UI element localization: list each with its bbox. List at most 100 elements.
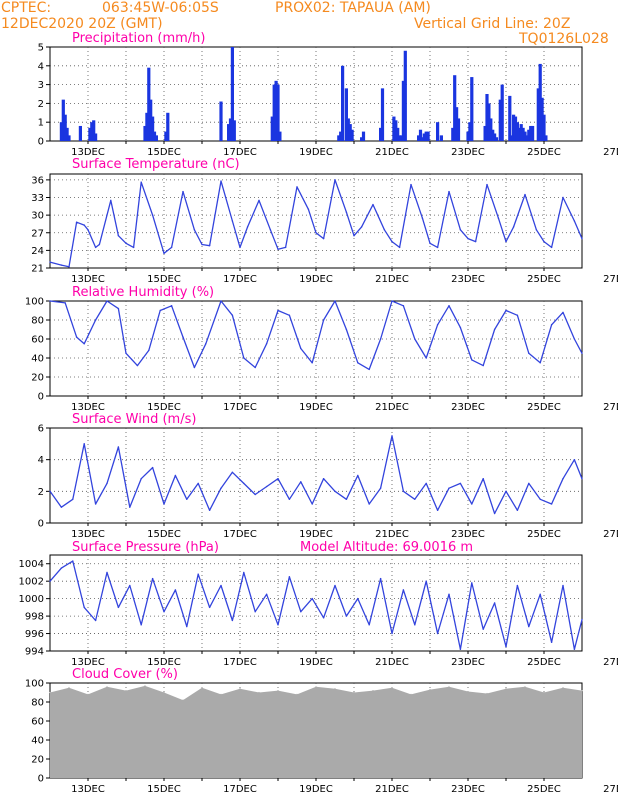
panel-0-ytick-label: 0 bbox=[38, 137, 44, 148]
panel-1-point bbox=[49, 261, 51, 263]
panel-3-point bbox=[83, 443, 85, 445]
panel-2-ytick-label: 60 bbox=[31, 335, 44, 346]
panel-0-bar bbox=[361, 131, 366, 141]
panel-3-point bbox=[174, 474, 177, 477]
panel-1-point bbox=[246, 226, 249, 228]
panel-4-xtick-label: 25DEC bbox=[527, 657, 561, 668]
panel-5-point bbox=[467, 690, 469, 693]
panel-0-bar bbox=[517, 127, 521, 141]
panel-0-bar bbox=[424, 131, 428, 141]
panel-4-point bbox=[448, 593, 450, 595]
panel-1-point bbox=[436, 246, 439, 249]
panel-2-point bbox=[277, 309, 279, 312]
panel-5-point bbox=[220, 693, 222, 696]
panel-0-ytick-label: 4 bbox=[38, 61, 44, 72]
panel-0-ytick-label: 2 bbox=[38, 99, 44, 110]
panel-4-point bbox=[129, 584, 131, 587]
panel-0-bar bbox=[344, 88, 348, 141]
panel-0-xtick-label: 23DEC bbox=[451, 147, 485, 158]
panel-4-point bbox=[482, 628, 484, 630]
panel-0-xtick-label: 25DEC bbox=[527, 147, 561, 158]
header-code: TQ0126L028 bbox=[519, 31, 609, 47]
panel-3-point bbox=[117, 446, 120, 448]
header-station: PROX02: TAPAUA (AM) bbox=[275, 0, 431, 16]
panel-4-point bbox=[345, 615, 348, 617]
panel-3-title: Surface Wind (m/s) bbox=[72, 412, 196, 427]
panel-0-bar bbox=[401, 80, 405, 141]
panel-5-xtick-label: 13DEC bbox=[71, 784, 105, 795]
panel-1-point bbox=[220, 180, 222, 182]
panel-2-point bbox=[334, 300, 336, 302]
panel-1-frame bbox=[49, 173, 583, 269]
panel-0-bar bbox=[453, 75, 457, 141]
panel-4-point bbox=[402, 589, 405, 591]
panel-0-bar bbox=[270, 116, 274, 141]
panel-3-point bbox=[72, 498, 74, 500]
panel-0-bar bbox=[274, 80, 278, 141]
panel-2-ytick-label: 0 bbox=[38, 392, 44, 403]
panel-5-point bbox=[410, 693, 412, 696]
panel-4-point bbox=[277, 624, 279, 626]
panel-3-point bbox=[448, 487, 450, 489]
panel-1-point bbox=[98, 243, 101, 246]
panel-5-point bbox=[372, 690, 374, 692]
panel-2-point bbox=[193, 366, 196, 369]
panel-5-point bbox=[562, 687, 564, 689]
panel-3-point bbox=[322, 477, 325, 480]
panel-2-point bbox=[379, 338, 382, 340]
panel-4-point bbox=[391, 632, 393, 635]
panel-4-point bbox=[231, 619, 234, 622]
panel-1-point bbox=[258, 199, 260, 202]
panel-1-point bbox=[277, 248, 279, 250]
panel-3-point bbox=[471, 503, 473, 505]
panel-3-point bbox=[163, 503, 165, 505]
panel-3-point bbox=[425, 482, 427, 485]
panel-1-point bbox=[383, 229, 386, 231]
panel-5-xtick-label: 15DEC bbox=[147, 784, 181, 795]
panel-5-point bbox=[543, 691, 545, 694]
header-vgrid: Vertical Grid Line: 20Z bbox=[414, 16, 571, 32]
panel-0-bar bbox=[542, 114, 546, 141]
panel-0-bar bbox=[341, 65, 345, 141]
panel-0-bar bbox=[455, 107, 459, 141]
panel-2-point bbox=[288, 314, 291, 316]
panel-4-point bbox=[425, 580, 427, 582]
panel-0-bar bbox=[61, 99, 65, 141]
panel-4-point bbox=[140, 624, 142, 626]
panel-1-xtick-label: 25DEC bbox=[527, 274, 561, 285]
panel-0-bar bbox=[436, 122, 440, 141]
panel-2-point bbox=[573, 338, 576, 340]
panel-0-bar bbox=[65, 127, 69, 141]
panel-0-bar bbox=[456, 118, 461, 141]
panel-5-point bbox=[334, 688, 336, 690]
chart-header: CPTEC: 063:45W-06:05S PROX02: TAPAUA (AM… bbox=[0, 0, 618, 48]
panel-5-point bbox=[201, 687, 203, 689]
panel-3-point bbox=[254, 493, 256, 496]
panel-1-point bbox=[505, 240, 507, 243]
panel-0-xtick-label: 21DEC bbox=[375, 147, 409, 158]
panel-0-bar bbox=[360, 137, 364, 141]
panel-1-point bbox=[459, 229, 462, 231]
panel-5-title: Cloud Cover (%) bbox=[72, 667, 178, 682]
panel-0-bar bbox=[487, 103, 491, 141]
panel-5-xtick-label: 23DEC bbox=[451, 784, 485, 795]
panel-2-point bbox=[311, 362, 313, 364]
panel-0-bar bbox=[151, 116, 155, 141]
panel-0-bar bbox=[272, 84, 276, 141]
panel-5-xtick-label: 21DEC bbox=[375, 784, 409, 795]
panel-5-area bbox=[50, 685, 582, 778]
panel-5-point bbox=[524, 686, 526, 688]
panel-2-point bbox=[448, 305, 450, 307]
panel-2-ytick-label: 20 bbox=[31, 373, 44, 384]
panel-4-point bbox=[72, 560, 74, 562]
panel-2-point bbox=[243, 357, 245, 359]
panel-1-ytick-label: 21 bbox=[31, 264, 44, 275]
panel-5-xtick-label: 17DEC bbox=[223, 784, 257, 795]
panel-4-ytick-label: 1002 bbox=[19, 577, 44, 588]
panel-0-xtick-label: 27DEC bbox=[603, 147, 618, 158]
panel-2-ytick-label: 100 bbox=[25, 297, 44, 308]
panel-3-point bbox=[459, 482, 462, 485]
panel-2-point bbox=[254, 366, 256, 369]
panel-1-point bbox=[269, 229, 272, 231]
panel-2-point bbox=[231, 314, 234, 316]
